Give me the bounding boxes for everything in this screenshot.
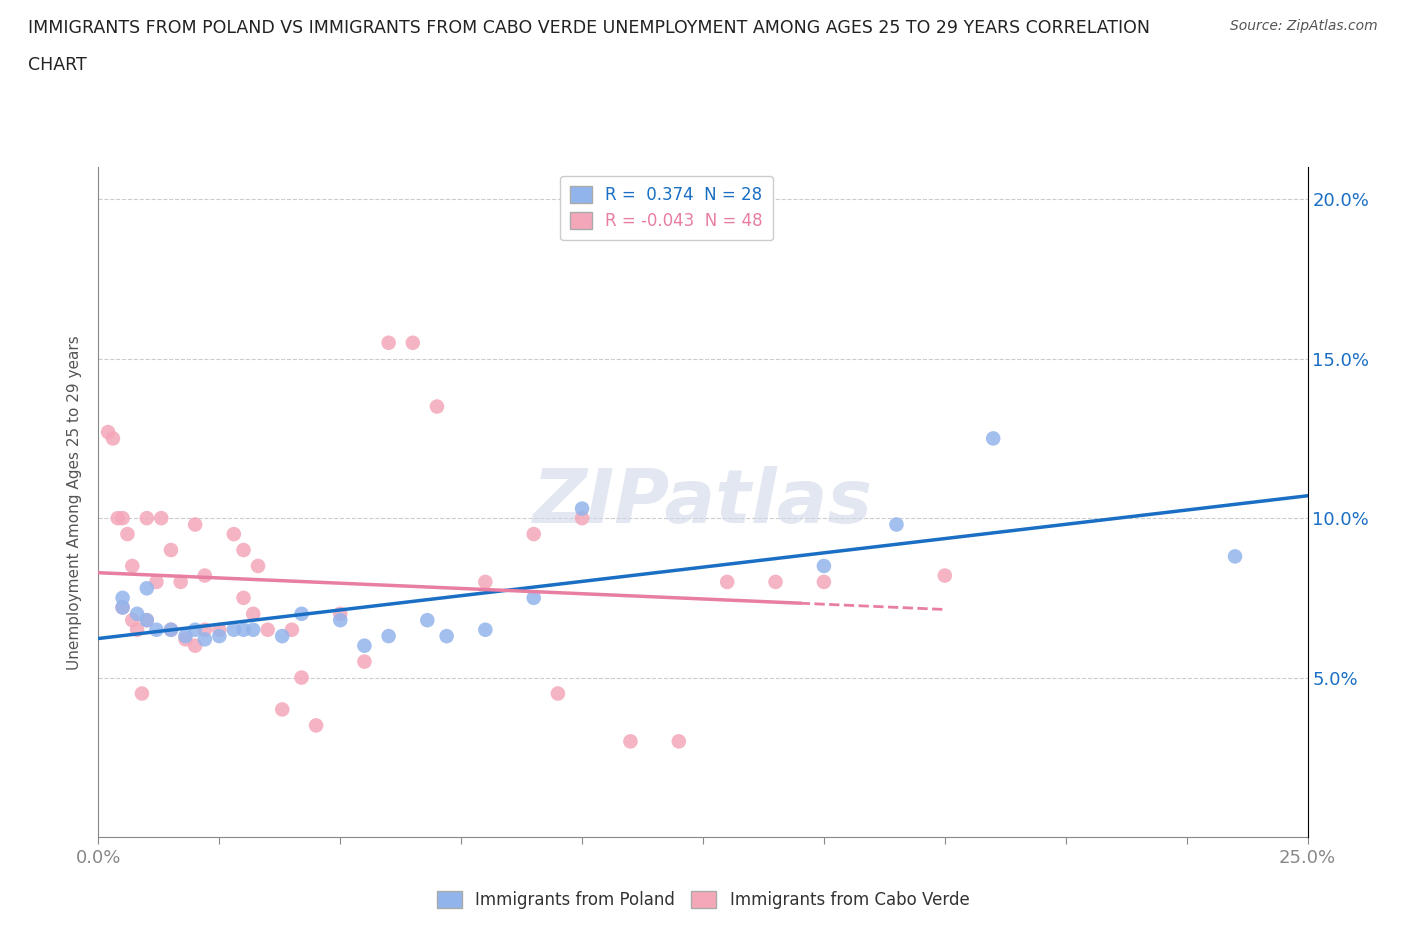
- Point: [169, 575, 191, 590]
- Y-axis label: Unemployment Among Ages 25 to 29 years: Unemployment Among Ages 25 to 29 years: [67, 335, 83, 670]
- Point: [571, 511, 593, 525]
- Point: [523, 591, 546, 605]
- Point: [222, 526, 245, 541]
- Point: [377, 336, 399, 351]
- Text: IMMIGRANTS FROM POLAND VS IMMIGRANTS FROM CABO VERDE UNEMPLOYMENT AMONG AGES 25 : IMMIGRANTS FROM POLAND VS IMMIGRANTS FRO…: [28, 19, 1150, 36]
- Point: [150, 511, 173, 525]
- Point: [571, 501, 593, 516]
- Point: [232, 591, 254, 605]
- Point: [117, 526, 139, 541]
- Point: [668, 734, 690, 749]
- Point: [523, 526, 546, 541]
- Point: [107, 511, 129, 525]
- Point: [222, 622, 245, 637]
- Point: [145, 575, 167, 590]
- Point: [886, 517, 908, 532]
- Point: [765, 575, 787, 590]
- Point: [426, 399, 449, 414]
- Point: [416, 613, 439, 628]
- Point: [135, 613, 157, 628]
- Point: [208, 622, 231, 637]
- Point: [329, 613, 352, 628]
- Point: [121, 613, 143, 628]
- Point: [194, 631, 217, 646]
- Point: [813, 559, 835, 574]
- Point: [242, 606, 264, 621]
- Point: [474, 575, 496, 590]
- Point: [271, 629, 294, 644]
- Point: [402, 336, 425, 351]
- Point: [256, 622, 278, 637]
- Point: [111, 511, 134, 525]
- Point: [135, 613, 157, 628]
- Point: [271, 702, 294, 717]
- Point: [547, 686, 569, 701]
- Point: [305, 718, 328, 733]
- Point: [135, 511, 157, 525]
- Point: [121, 559, 143, 574]
- Point: [174, 629, 197, 644]
- Point: [145, 622, 167, 637]
- Point: [127, 606, 149, 621]
- Point: [194, 622, 217, 637]
- Point: [174, 631, 197, 646]
- Point: [97, 425, 120, 440]
- Text: ZIPatlas: ZIPatlas: [533, 466, 873, 538]
- Point: [111, 600, 134, 615]
- Point: [184, 638, 207, 653]
- Point: [981, 431, 1004, 445]
- Text: Source: ZipAtlas.com: Source: ZipAtlas.com: [1230, 19, 1378, 33]
- Point: [247, 559, 270, 574]
- Point: [101, 431, 124, 445]
- Point: [436, 629, 458, 644]
- Point: [619, 734, 641, 749]
- Legend: Immigrants from Poland, Immigrants from Cabo Verde: Immigrants from Poland, Immigrants from …: [430, 884, 976, 916]
- Point: [353, 638, 375, 653]
- Point: [353, 654, 375, 669]
- Point: [281, 622, 304, 637]
- Point: [290, 606, 312, 621]
- Point: [813, 575, 835, 590]
- Point: [111, 600, 134, 615]
- Point: [184, 622, 207, 637]
- Text: CHART: CHART: [28, 56, 87, 73]
- Point: [208, 629, 231, 644]
- Point: [232, 622, 254, 637]
- Point: [194, 568, 217, 583]
- Point: [131, 686, 153, 701]
- Point: [329, 606, 352, 621]
- Point: [111, 591, 134, 605]
- Point: [184, 517, 207, 532]
- Point: [160, 542, 183, 557]
- Point: [1223, 549, 1246, 564]
- Point: [135, 581, 157, 596]
- Point: [290, 671, 312, 685]
- Point: [377, 629, 399, 644]
- Point: [242, 622, 264, 637]
- Point: [160, 622, 183, 637]
- Point: [160, 622, 183, 637]
- Point: [474, 622, 496, 637]
- Point: [232, 542, 254, 557]
- Point: [127, 622, 149, 637]
- Point: [716, 575, 738, 590]
- Point: [934, 568, 956, 583]
